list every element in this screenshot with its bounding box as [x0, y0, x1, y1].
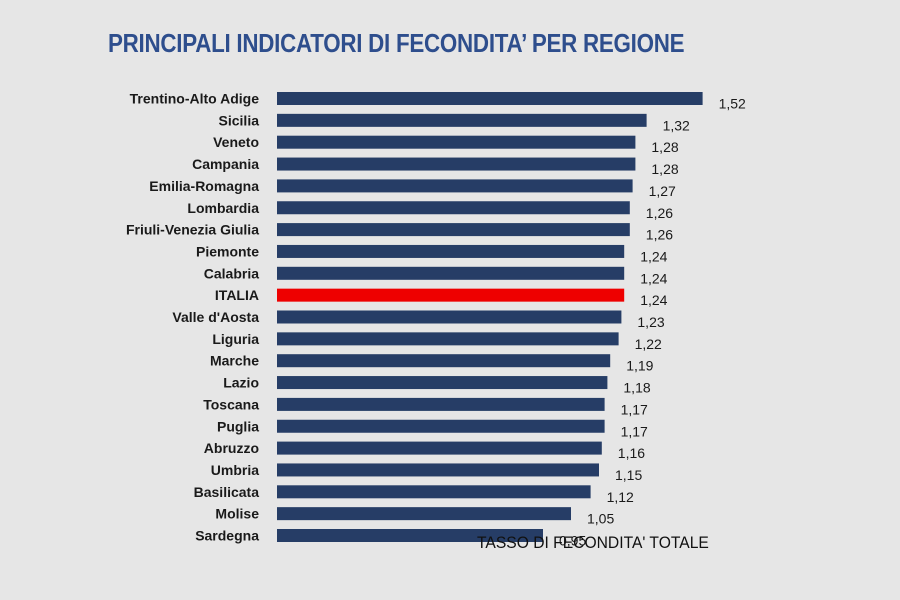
bar-lazio [277, 376, 608, 390]
category-label-italia: ITALIA [215, 287, 259, 303]
value-label-lombardia: 1,26 [646, 205, 673, 221]
value-label-friuli-venezia-giulia: 1,26 [646, 227, 673, 243]
category-label-emilia-romagna: Emilia-Romagna [149, 178, 259, 194]
category-label-friuli-venezia-giulia: Friuli-Venezia Giulia [126, 222, 259, 238]
value-label-italia: 1,24 [640, 292, 667, 308]
bar-friuli-venezia-giulia [277, 223, 630, 237]
value-label-veneto: 1,28 [651, 139, 678, 155]
value-label-emilia-romagna: 1,27 [649, 183, 676, 199]
bar-sardegna [277, 529, 543, 542]
bar-umbria [277, 463, 599, 477]
category-label-veneto: Veneto [213, 134, 259, 150]
value-label-liguria: 1,22 [635, 336, 662, 352]
bar-molise [277, 507, 571, 521]
value-label-toscana: 1,17 [621, 401, 648, 417]
value-label-molise: 1,05 [587, 511, 614, 527]
value-label-basilicata: 1,12 [607, 489, 634, 505]
value-label-marche: 1,19 [626, 358, 653, 374]
category-label-valle-d-aosta: Valle d'Aosta [172, 309, 259, 325]
category-label-molise: Molise [215, 506, 259, 522]
bar-abruzzo [277, 441, 602, 455]
value-label-puglia: 1,17 [621, 423, 648, 439]
bar-puglia [277, 419, 605, 433]
x-axis-label: TASSO DI FECONDITA' TOTALE [477, 533, 709, 552]
category-label-puglia: Puglia [217, 418, 259, 434]
bar-italia [277, 288, 625, 302]
category-label-trentino-alto-adige: Trentino-Alto Adige [130, 91, 260, 107]
value-label-abruzzo: 1,16 [618, 445, 645, 461]
category-label-lazio: Lazio [223, 375, 259, 391]
value-label-umbria: 1,15 [615, 467, 642, 483]
value-label-lazio: 1,18 [623, 380, 650, 396]
bar-sicilia [277, 113, 647, 127]
bar-basilicata [277, 485, 591, 499]
value-label-valle-d-aosta: 1,23 [637, 314, 664, 330]
value-label-calabria: 1,24 [640, 270, 667, 286]
category-label-sicilia: Sicilia [219, 112, 260, 128]
bar-marche [277, 354, 611, 368]
category-label-abruzzo: Abruzzo [204, 440, 259, 456]
category-label-basilicata: Basilicata [194, 484, 260, 500]
category-label-marche: Marche [210, 353, 259, 369]
category-label-calabria: Calabria [204, 265, 259, 281]
category-label-toscana: Toscana [203, 396, 259, 412]
value-label-sicilia: 1,32 [663, 117, 690, 133]
category-label-sardegna: Sardegna [195, 528, 259, 544]
bar-toscana [277, 397, 605, 411]
category-label-umbria: Umbria [211, 462, 259, 478]
bar-emilia-romagna [277, 179, 633, 193]
bar-trentino-alto-adige [277, 92, 703, 105]
bar-campania [277, 157, 636, 171]
bar-piemonte [277, 244, 625, 258]
category-label-liguria: Liguria [212, 331, 259, 347]
bar-calabria [277, 266, 625, 280]
category-label-lombardia: Lombardia [187, 200, 259, 216]
value-label-campania: 1,28 [651, 161, 678, 177]
category-label-piemonte: Piemonte [196, 243, 259, 259]
bar-veneto [277, 135, 636, 149]
bar-valle-d-aosta [277, 310, 622, 324]
bar-liguria [277, 332, 619, 346]
value-label-piemonte: 1,24 [640, 248, 667, 264]
value-label-trentino-alto-adige: 1,52 [719, 96, 746, 112]
bar-lombardia [277, 201, 630, 215]
category-label-campania: Campania [192, 156, 259, 172]
chart-title: PRINCIPALI INDICATORI DI FECONDITA’ PER … [108, 28, 685, 58]
value-label-sardegna: 0,95 [559, 533, 586, 549]
